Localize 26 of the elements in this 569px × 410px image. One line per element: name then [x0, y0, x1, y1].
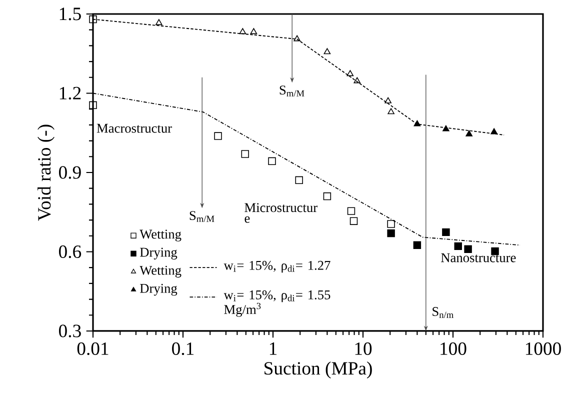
annotation: Nanostructure — [441, 253, 516, 262]
x-tick-label: 0.01 — [77, 342, 108, 356]
legend-label: Wetting — [140, 266, 182, 278]
y-tick-label: 1.5 — [60, 8, 81, 20]
annotation: S$_{m/M}$ — [190, 211, 214, 222]
legend-label: Drying — [140, 284, 178, 296]
x-tick-label: 100 — [440, 342, 466, 355]
x-tick-label: 0.1 — [172, 342, 194, 356]
x-tick-label: 1 — [270, 342, 277, 355]
legend-label: Drying — [140, 248, 178, 260]
annotation: S$_{m/M}$ — [280, 86, 304, 97]
annotation: e — [244, 216, 250, 223]
legend-label: Wetting — [140, 230, 182, 242]
x-tick-label: 1000 — [526, 342, 561, 355]
x-axis-title: Suction (MPa) — [264, 362, 372, 378]
y-axis-title: Void ratio (-) — [38, 124, 54, 221]
legend-label: w$_{i}$= 15%, ρ$_{di}$= 1.27 — [224, 260, 330, 273]
annotation: S$_{n/m}$ — [432, 307, 454, 318]
x-tick-label: 10 — [355, 342, 372, 355]
y-tick-label: 1.2 — [60, 86, 81, 100]
y-tick-label: 0.6 — [59, 245, 82, 258]
annotation: Microstructur — [244, 203, 318, 212]
text: w$_{i}$= 15%, ρ$_{di}$= 1.55 Mg/m$^{3}$ — [224, 290, 330, 317]
y-tick-label: 0.9 — [59, 166, 81, 179]
y-tick-label: 0.3 — [59, 324, 81, 338]
annotation: Macrostructur — [96, 124, 172, 133]
